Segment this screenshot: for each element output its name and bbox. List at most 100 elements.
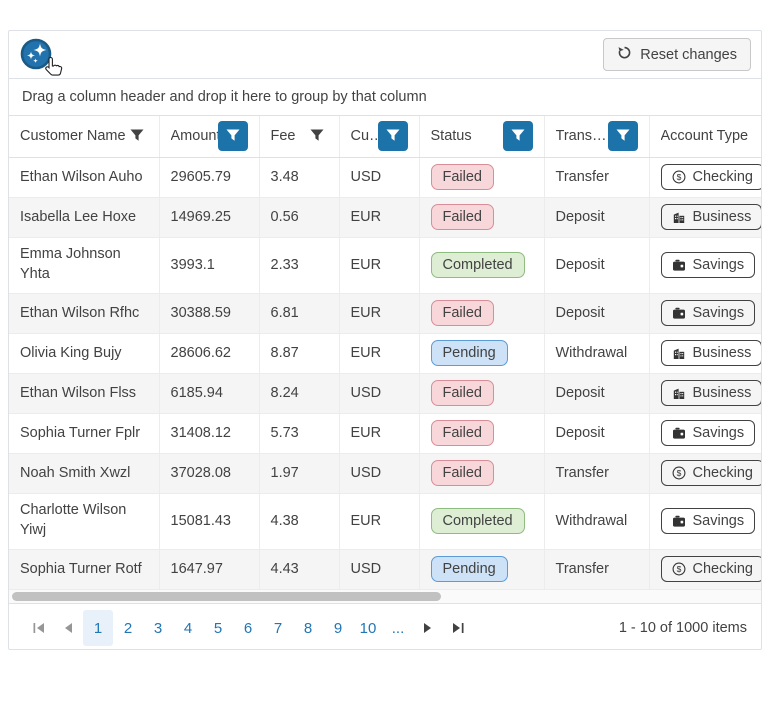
horizontal-scrollbar-thumb[interactable] bbox=[12, 591, 441, 601]
customer-name-cell: Emma Johnson Yhta bbox=[9, 237, 160, 294]
account-type-button[interactable]: Business bbox=[660, 380, 761, 406]
column-header-customer-name[interactable]: Customer Name bbox=[9, 116, 160, 158]
horizontal-scrollbar-track[interactable] bbox=[9, 589, 761, 603]
page-button-8[interactable]: 8 bbox=[293, 610, 323, 646]
transaction-type-text: Deposit bbox=[555, 425, 605, 441]
fee-cell-text: 1.97 bbox=[270, 465, 299, 481]
currency-cell: EUR bbox=[339, 197, 420, 238]
checking-account-icon: $ bbox=[672, 466, 686, 480]
filter-button-fee[interactable] bbox=[306, 125, 328, 147]
account-type-button[interactable]: Savings bbox=[660, 300, 756, 326]
customer-name-text: Ethan Wilson Auho bbox=[20, 169, 143, 185]
transaction-type-text: Deposit bbox=[555, 305, 605, 321]
first-page-button[interactable] bbox=[23, 610, 53, 646]
customer-name-text: Charlotte Wilson Yiwj bbox=[20, 502, 127, 538]
fee-cell: 5.73 bbox=[259, 413, 340, 454]
filter-button-amount[interactable] bbox=[217, 121, 248, 152]
page-button-2[interactable]: 2 bbox=[113, 610, 143, 646]
filter-button-customer-name[interactable] bbox=[126, 125, 148, 147]
currency-cell: EUR bbox=[339, 293, 420, 334]
column-header-cu[interactable]: Cu… bbox=[339, 116, 420, 158]
page-button-7[interactable]: 7 bbox=[263, 610, 293, 646]
next-page-button[interactable] bbox=[413, 610, 443, 646]
currency-cell-text: USD bbox=[350, 465, 382, 481]
fee-cell-text: 0.56 bbox=[270, 209, 299, 225]
amount-cell: 1647.97 bbox=[159, 549, 260, 590]
fee-cell-text: 4.43 bbox=[270, 561, 299, 577]
account-type-label: Checking bbox=[692, 561, 753, 577]
transaction-type-cell: Deposit bbox=[544, 373, 650, 414]
ai-sparkle-button[interactable] bbox=[19, 37, 63, 76]
page-button-6[interactable]: 6 bbox=[233, 610, 263, 646]
transaction-type-cell: Withdrawal bbox=[544, 333, 650, 374]
account-type-label: Business bbox=[692, 345, 752, 361]
page-button-3[interactable]: 3 bbox=[143, 610, 173, 646]
account-type-button[interactable]: Savings bbox=[660, 420, 756, 446]
account-type-label: Business bbox=[692, 385, 752, 401]
account-type-button[interactable]: Savings bbox=[660, 252, 756, 278]
fee-cell: 1.97 bbox=[259, 453, 340, 494]
currency-cell-text: EUR bbox=[350, 209, 382, 225]
fee-cell-text: 4.38 bbox=[270, 513, 299, 529]
customer-name-text: Ethan Wilson Flss bbox=[20, 385, 137, 401]
account-type-label: Business bbox=[692, 209, 752, 225]
currency-cell: USD bbox=[339, 373, 420, 414]
account-type-button[interactable]: $ Checking bbox=[660, 556, 761, 582]
status-cell: Pending bbox=[419, 549, 545, 590]
customer-name-cell: Sophia Turner Rotf bbox=[9, 549, 160, 590]
currency-cell: EUR bbox=[339, 493, 420, 550]
customer-name-text: Ethan Wilson Rfhc bbox=[20, 305, 140, 321]
amount-cell-text: 14969.25 bbox=[170, 209, 231, 225]
column-header-account-type[interactable]: Account Type bbox=[649, 116, 761, 158]
currency-cell-text: EUR bbox=[350, 345, 382, 361]
fee-cell: 0.56 bbox=[259, 197, 340, 238]
account-type-button[interactable]: Business bbox=[660, 340, 761, 366]
currency-cell: EUR bbox=[339, 333, 420, 374]
account-type-button[interactable]: Savings bbox=[660, 508, 756, 534]
reset-changes-button[interactable]: Reset changes bbox=[603, 38, 751, 71]
column-header-status[interactable]: Status bbox=[419, 116, 545, 158]
amount-cell: 30388.59 bbox=[159, 293, 260, 334]
account-type-button[interactable]: $ Checking bbox=[660, 460, 761, 486]
last-page-button[interactable] bbox=[443, 610, 473, 646]
status-badge: Pending bbox=[430, 556, 508, 582]
savings-account-icon bbox=[672, 306, 686, 320]
account-type-label: Savings bbox=[692, 513, 745, 529]
page-button-10[interactable]: 10 bbox=[353, 610, 383, 646]
customer-name-cell: Isabella Lee Hoxe bbox=[9, 197, 160, 238]
column-header-fee[interactable]: Fee bbox=[259, 116, 340, 158]
amount-cell-text: 28606.62 bbox=[170, 345, 231, 361]
column-header-trans[interactable]: Trans… bbox=[544, 116, 650, 158]
column-header-amount[interactable]: Amount bbox=[159, 116, 260, 158]
account-type-button[interactable]: Business bbox=[660, 204, 761, 230]
account-type-cell: $ Checking bbox=[649, 157, 761, 198]
page-button-9[interactable]: 9 bbox=[323, 610, 353, 646]
table-row: Ethan Wilson Rfhc 30388.59 6.81 EUR Failed De… bbox=[9, 293, 761, 334]
account-type-label: Checking bbox=[692, 465, 753, 481]
page-button-5[interactable]: 5 bbox=[203, 610, 233, 646]
amount-cell: 37028.08 bbox=[159, 453, 260, 494]
page-ellipsis[interactable]: ... bbox=[383, 610, 413, 646]
fee-cell: 8.24 bbox=[259, 373, 340, 414]
currency-cell-text: EUR bbox=[350, 513, 382, 529]
status-cell: Completed bbox=[419, 493, 545, 550]
fee-cell: 6.81 bbox=[259, 293, 340, 334]
currency-cell-text: USD bbox=[350, 561, 382, 577]
transaction-type-cell: Deposit bbox=[544, 413, 650, 454]
transaction-type-cell: Deposit bbox=[544, 293, 650, 334]
status-cell: Failed bbox=[419, 293, 545, 334]
page-button-4[interactable]: 4 bbox=[173, 610, 203, 646]
previous-page-button[interactable] bbox=[53, 610, 83, 646]
account-type-label: Savings bbox=[692, 257, 745, 273]
filter-button-trans[interactable] bbox=[607, 121, 638, 152]
transaction-type-cell: Deposit bbox=[544, 237, 650, 294]
group-drop-area[interactable]: Drag a column header and drop it here to… bbox=[9, 79, 761, 116]
amount-cell: 31408.12 bbox=[159, 413, 260, 454]
filter-button-status[interactable] bbox=[502, 121, 533, 152]
account-type-button[interactable]: $ Checking bbox=[660, 164, 761, 190]
filter-button-cu[interactable] bbox=[377, 121, 408, 152]
account-type-cell: Savings bbox=[649, 493, 761, 550]
status-badge: Failed bbox=[430, 460, 494, 486]
page-button-1[interactable]: 1 bbox=[83, 610, 113, 646]
column-header-label: Customer Name bbox=[20, 128, 126, 145]
